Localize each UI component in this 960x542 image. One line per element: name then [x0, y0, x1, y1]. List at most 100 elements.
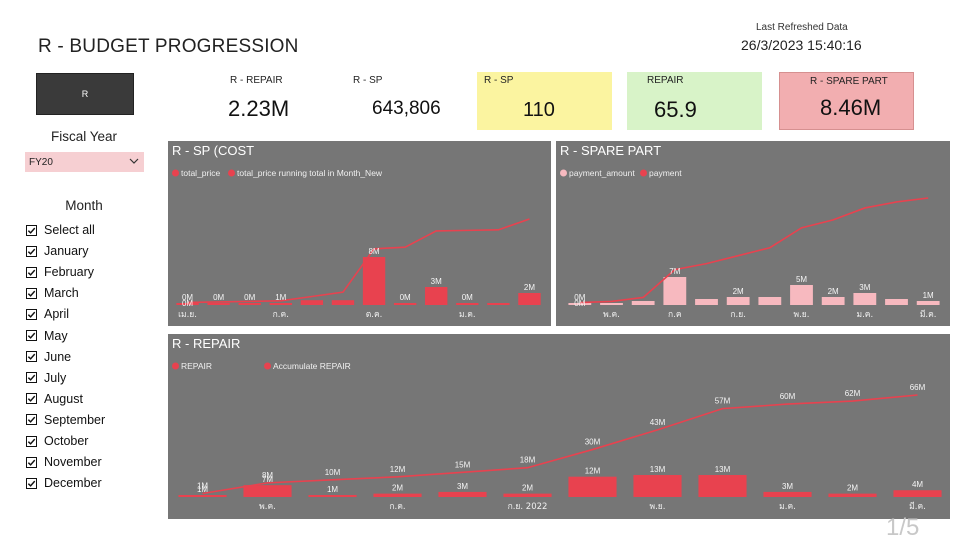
chart-r-sp-cost[interactable]: R - SP (COST total_price total_price runn… — [168, 141, 551, 326]
line-data-label: 43M — [650, 418, 666, 427]
data-label: 2M — [828, 287, 839, 296]
month-option-may[interactable]: May — [26, 327, 68, 345]
x-tick-label: พ.ค. — [603, 310, 620, 320]
refresh-timestamp: 26/3/2023 15:40:16 — [741, 37, 862, 53]
month-option-label: March — [44, 286, 79, 301]
checkbox-checked-icon[interactable] — [26, 266, 37, 278]
x-tick-label: ม.ค. — [856, 310, 873, 320]
bar — [487, 303, 510, 305]
month-option-june[interactable]: June — [26, 348, 71, 366]
card-r-repair[interactable]: R - REPAIR 2.23M — [222, 72, 342, 130]
bar — [300, 300, 324, 305]
x-tick-label: ม.ค. — [779, 502, 796, 512]
month-option-july[interactable]: July — [26, 369, 66, 387]
legend-marker — [560, 169, 567, 177]
checkbox-checked-icon[interactable] — [26, 435, 37, 447]
bar — [790, 285, 813, 305]
x-tick-label: ก.ค — [668, 310, 682, 320]
checkbox-checked-icon[interactable] — [26, 414, 37, 426]
x-tick-label: พ.ย. — [794, 310, 810, 320]
data-label: 12M — [585, 467, 601, 476]
data-label: 2M — [847, 484, 858, 493]
series-line — [579, 197, 929, 304]
month-option-january[interactable]: January — [26, 242, 88, 260]
chart-r-spare-part[interactable]: R - SPARE PART payment_amount payment 0M 7M… — [556, 141, 950, 326]
data-label: 2M — [522, 484, 533, 493]
card-repair[interactable]: REPAIR 65.9 — [627, 72, 762, 130]
checkbox-checked-icon[interactable] — [26, 477, 37, 489]
card-r-sp-count[interactable]: R - SP 110 — [477, 72, 612, 130]
checkbox-checked-icon[interactable] — [26, 456, 37, 468]
bar — [853, 293, 877, 305]
month-option-label: April — [44, 307, 70, 322]
card-value: 110 — [523, 99, 555, 121]
fiscal-year-value: FY20 — [29, 156, 53, 168]
data-label: 1M — [197, 485, 208, 494]
legend-label: REPAIR — [181, 361, 212, 371]
checkbox-checked-icon[interactable] — [26, 393, 37, 405]
data-label: 0M — [462, 293, 473, 302]
bar — [243, 485, 292, 497]
data-label: 3M — [782, 482, 793, 491]
data-label: 4M — [912, 480, 923, 489]
chart-r-spare-part-svg: payment_amount payment 0M 7M 2M 5M 2M 3M 1M 0M พ.ค… — [560, 168, 940, 320]
x-tick-label: พ.ย. — [650, 502, 666, 512]
card-value: 65.9 — [654, 97, 697, 122]
x-tick-label: ก.ค. — [389, 502, 405, 512]
chart-r-repair[interactable]: R - REPAIR REPAIR Accumulate REPAIR 1M 7M 1M… — [168, 334, 950, 519]
data-label: 13M — [715, 465, 731, 474]
card-label: R - SP — [484, 75, 514, 86]
data-label: 7M — [262, 475, 273, 484]
data-label: 13M — [650, 465, 666, 474]
legend-label: total_price — [181, 168, 220, 178]
month-option-select-all[interactable]: Select all — [26, 221, 95, 239]
card-r-spare-part[interactable]: R - SPARE PART 8.46M — [779, 72, 914, 130]
data-label: 0M — [400, 293, 411, 302]
bar — [893, 490, 942, 497]
bar — [763, 491, 812, 497]
legend-label: payment — [649, 168, 682, 178]
data-label: 2M — [733, 287, 744, 296]
bar — [438, 491, 487, 497]
bar — [695, 299, 718, 305]
month-option-august[interactable]: August — [26, 390, 83, 408]
fiscal-year-dropdown[interactable]: FY20 — [25, 152, 144, 172]
month-option-label: Select all — [44, 223, 95, 237]
month-option-september[interactable]: September — [26, 411, 105, 429]
line-data-label: 60M — [780, 392, 796, 401]
bar — [916, 301, 940, 305]
checkbox-checked-icon[interactable] — [26, 245, 37, 257]
data-label: 8M — [368, 247, 379, 256]
checkbox-checked-icon[interactable] — [26, 330, 37, 341]
card-label: R - REPAIR — [230, 75, 283, 86]
card-r-sp[interactable]: R - SP 643,806 — [346, 72, 471, 130]
bar — [362, 257, 386, 305]
x-tick-label: ต.ค. — [366, 310, 383, 320]
checkbox-checked-icon[interactable] — [26, 224, 37, 236]
month-option-march[interactable]: March — [26, 284, 79, 302]
x-tick-label: มี.ค. — [909, 501, 926, 512]
month-option-april[interactable]: April — [26, 305, 69, 323]
month-option-label: May — [44, 328, 68, 343]
month-option-november[interactable]: November — [26, 453, 102, 471]
checkbox-checked-icon[interactable] — [26, 308, 37, 320]
month-option-october[interactable]: October — [26, 432, 88, 450]
bar — [726, 297, 750, 305]
x-tick-label: ม.ค. — [459, 310, 476, 320]
line-data-label: 1M — [197, 481, 208, 490]
bar — [885, 299, 908, 305]
checkbox-checked-icon[interactable] — [26, 372, 37, 384]
month-option-december[interactable]: December — [26, 474, 102, 492]
r-button[interactable]: R — [36, 73, 134, 115]
card-value: 643,806 — [372, 98, 441, 119]
page-indicator: 1/5 — [886, 514, 920, 541]
month-option-february[interactable]: February — [26, 263, 94, 281]
legend-label: total_price running total in Month_New — [237, 168, 383, 178]
checkbox-checked-icon[interactable] — [26, 351, 37, 363]
bar — [269, 303, 292, 305]
bar — [373, 493, 422, 497]
checkbox-checked-icon[interactable] — [26, 287, 37, 299]
x-tick-label: ก.ย. 2022 — [508, 502, 548, 512]
month-option-label: October — [44, 434, 89, 448]
line-data-label: 66M — [910, 383, 926, 392]
